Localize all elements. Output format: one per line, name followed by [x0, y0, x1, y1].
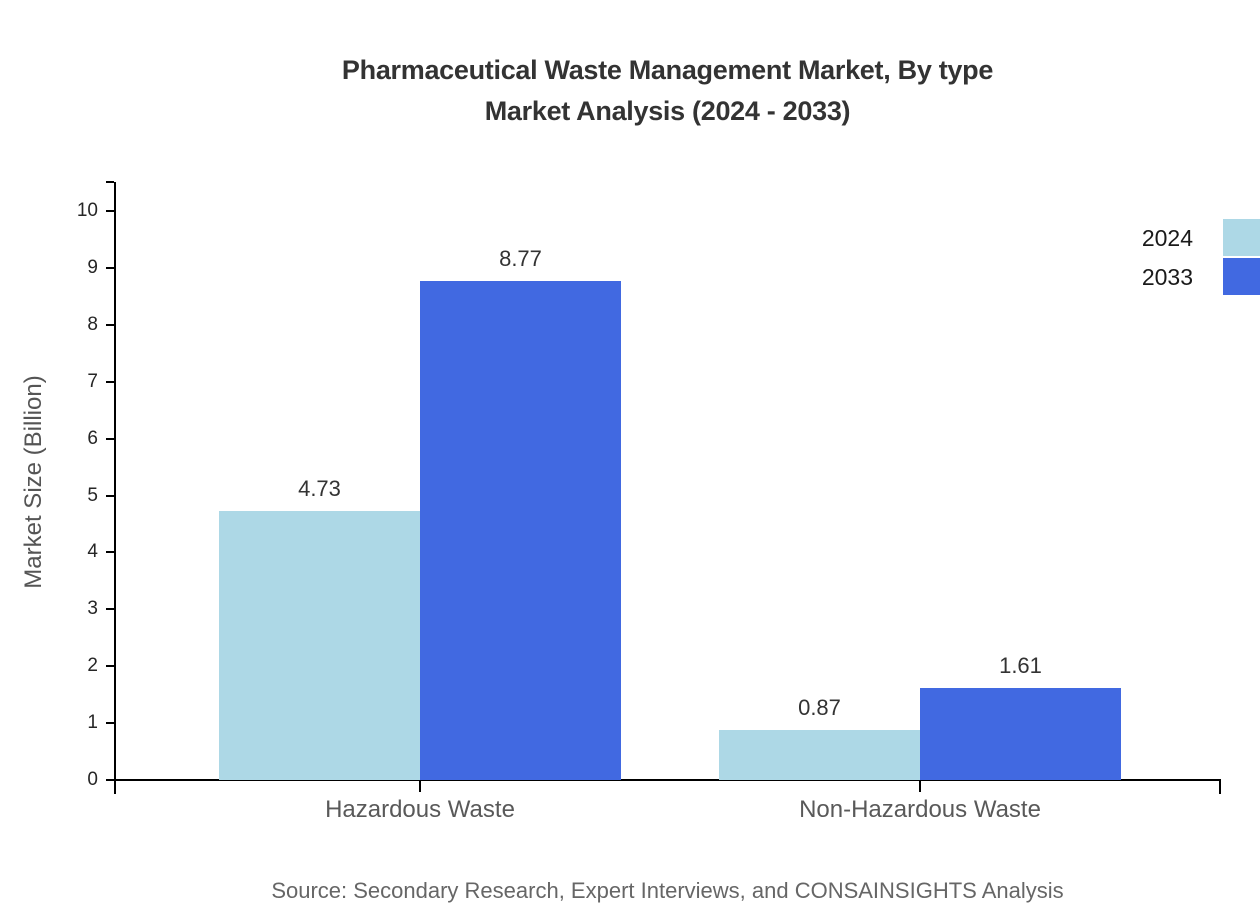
y-tick-label: 2 [87, 655, 98, 677]
y-tick-mark [106, 210, 114, 212]
x-tick-mark [919, 780, 921, 792]
x-category-label: Hazardous Waste [325, 796, 515, 823]
y-tick-label: 10 [76, 200, 98, 221]
y-tick-label: 8 [87, 313, 98, 335]
chart-title-line1: Pharmaceutical Waste Management Market, … [341, 55, 994, 85]
y-tick-mark [106, 779, 114, 781]
bar-value-label: 8.77 [499, 245, 542, 271]
y-axis-title: Market Size (Billion) [20, 375, 47, 589]
y-tick-label: 5 [87, 484, 98, 506]
bar-2024-2 [719, 730, 920, 780]
y-tick-label: 9 [87, 256, 98, 278]
bar-value-label: 1.61 [999, 653, 1042, 679]
bar-value-label: 0.87 [798, 695, 841, 721]
y-tick-mark [106, 494, 114, 497]
y-tick-mark [106, 551, 114, 554]
chart-title-line2: Market Analysis (2024 - 2033) [484, 96, 851, 126]
y-tick-mark [106, 323, 114, 326]
bar-2033-1 [420, 280, 621, 780]
y-tick-mark [106, 608, 114, 611]
legend-label-2033: 2033 [1141, 264, 1193, 290]
legend-swatch-2024 [1223, 219, 1260, 256]
y-tick-label: 1 [87, 712, 98, 734]
source-note: Source: Secondary Research, Expert Inter… [271, 878, 1064, 903]
x-axis-left-stub [114, 780, 116, 794]
y-tick-mark [106, 266, 114, 269]
x-category-label: Non-Hazardous Waste [799, 796, 1041, 823]
legend-label-2024: 2024 [1141, 225, 1193, 251]
bar-2024-1 [219, 510, 420, 780]
y-axis-top-cap [106, 181, 114, 183]
x-tick-mark [419, 780, 421, 792]
y-tick-label: 6 [87, 427, 98, 449]
legend-swatch-2033 [1223, 258, 1260, 295]
bar-2033-2 [920, 688, 1121, 780]
y-tick-label: 3 [87, 598, 98, 620]
y-tick-mark [106, 665, 114, 668]
chart-title: Pharmaceutical Waste Management Market, … [115, 50, 1220, 132]
x-axis-right-stub [1219, 780, 1221, 794]
bar-value-label: 4.73 [298, 475, 341, 501]
y-tick-label: 7 [87, 370, 98, 392]
y-axis-line [114, 182, 116, 782]
y-tick-label: 4 [87, 541, 98, 563]
y-tick-label: 0 [87, 769, 98, 790]
y-tick-mark [106, 722, 114, 725]
y-tick-mark [106, 437, 114, 440]
y-tick-mark [106, 380, 114, 383]
x-axis-line [114, 779, 1221, 781]
